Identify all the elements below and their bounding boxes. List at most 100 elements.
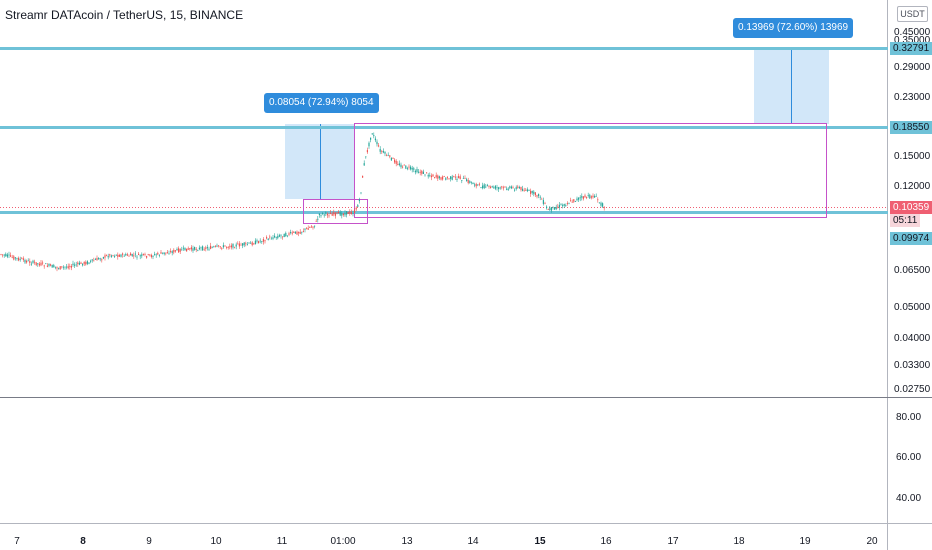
candle-body [394, 159, 396, 163]
candle-body [189, 248, 191, 250]
candle-body [141, 254, 143, 257]
candle-body [213, 246, 215, 248]
candle-body [336, 212, 338, 214]
candle-body [163, 252, 165, 255]
candle-body [544, 203, 546, 205]
candle-body [350, 211, 352, 215]
candle-body [150, 254, 152, 257]
measure-tag-2[interactable]: 0.13969 (72.60%) 13969 [733, 18, 854, 38]
candle-body [88, 262, 90, 264]
candle-body [366, 150, 368, 153]
candle-body [93, 260, 95, 262]
candle-body [576, 198, 578, 201]
candle-body [459, 176, 461, 180]
candle-body [411, 168, 413, 170]
candle-body [72, 263, 74, 266]
candle-body [539, 196, 541, 198]
candle-body [6, 254, 8, 257]
candle-body [248, 242, 250, 244]
candle-body [165, 252, 167, 254]
candle-body [162, 252, 164, 254]
candle-body [435, 175, 437, 178]
candle-body [574, 200, 576, 202]
candle-body [192, 248, 194, 251]
candle-body [432, 174, 434, 177]
candle-body [269, 236, 271, 238]
candle-body [493, 187, 495, 189]
candle-body [3, 254, 5, 256]
candle-body [315, 220, 317, 222]
candle-body [101, 259, 103, 261]
candle-body [328, 215, 330, 217]
candle-body [42, 262, 44, 264]
range-rectangle-large[interactable] [354, 123, 827, 218]
candle-body [232, 243, 234, 248]
time-axis-label: 17 [667, 536, 679, 547]
time-axis-label: 01:00 [330, 536, 356, 547]
candle-body [578, 197, 580, 200]
candle-body [261, 241, 263, 243]
candle-body [405, 165, 407, 169]
candle-body [166, 252, 168, 254]
candle-body [120, 254, 122, 257]
candle-body [270, 238, 272, 240]
candle-body [104, 255, 106, 258]
level-tag: 0.32791 [890, 42, 932, 55]
candle-body [533, 191, 535, 194]
candle-body [18, 257, 20, 261]
candle-body [419, 171, 421, 173]
candle-body [115, 254, 117, 256]
candle-body [597, 199, 599, 201]
candle-body [334, 212, 336, 216]
candle-body [21, 258, 23, 260]
candle-body [390, 157, 392, 161]
candle-body [480, 187, 482, 189]
candle-body [398, 163, 400, 166]
candle-body [477, 184, 479, 186]
candle-body [453, 176, 455, 178]
candle-body [482, 185, 484, 189]
candle-body [349, 211, 351, 214]
candle-body [354, 210, 356, 214]
candle-body [330, 212, 332, 215]
candle-body [546, 206, 548, 209]
candle-body [290, 232, 292, 233]
candle-body [19, 258, 21, 260]
measure-tag-1[interactable]: 0.08054 (72.94%) 8054 [264, 93, 379, 113]
candle-body [467, 180, 469, 184]
candle-body [67, 266, 69, 269]
candle-body [584, 195, 586, 198]
time-axis-label: 9 [146, 536, 152, 547]
candle-body [96, 258, 98, 261]
candle-body [218, 245, 220, 247]
candle-body [246, 244, 248, 246]
candle-body [590, 196, 592, 198]
candle-body [62, 266, 64, 268]
candle-body [82, 263, 84, 266]
candle-body [454, 176, 456, 178]
candle-body [258, 241, 260, 244]
candle-body [552, 206, 554, 208]
candle-body [579, 197, 581, 199]
candle-body [560, 204, 562, 206]
candle-body [374, 138, 376, 141]
candle-body [160, 252, 162, 254]
candle-body [98, 258, 100, 260]
candle-body [570, 200, 572, 202]
candle-body [46, 265, 48, 267]
candle-body [536, 195, 538, 197]
candle-body [358, 199, 360, 202]
candle-body [389, 155, 391, 157]
price-axis-label: 0.03300 [894, 360, 931, 371]
candle-body [54, 266, 56, 268]
candle-body [226, 246, 228, 248]
currency-button[interactable]: USDT [897, 6, 928, 22]
candle-body [203, 249, 205, 251]
candle-body [26, 260, 28, 263]
candle-body [600, 202, 602, 206]
candle-body [309, 227, 311, 228]
candle-body [176, 248, 178, 251]
range-rectangle-small[interactable] [303, 199, 368, 224]
